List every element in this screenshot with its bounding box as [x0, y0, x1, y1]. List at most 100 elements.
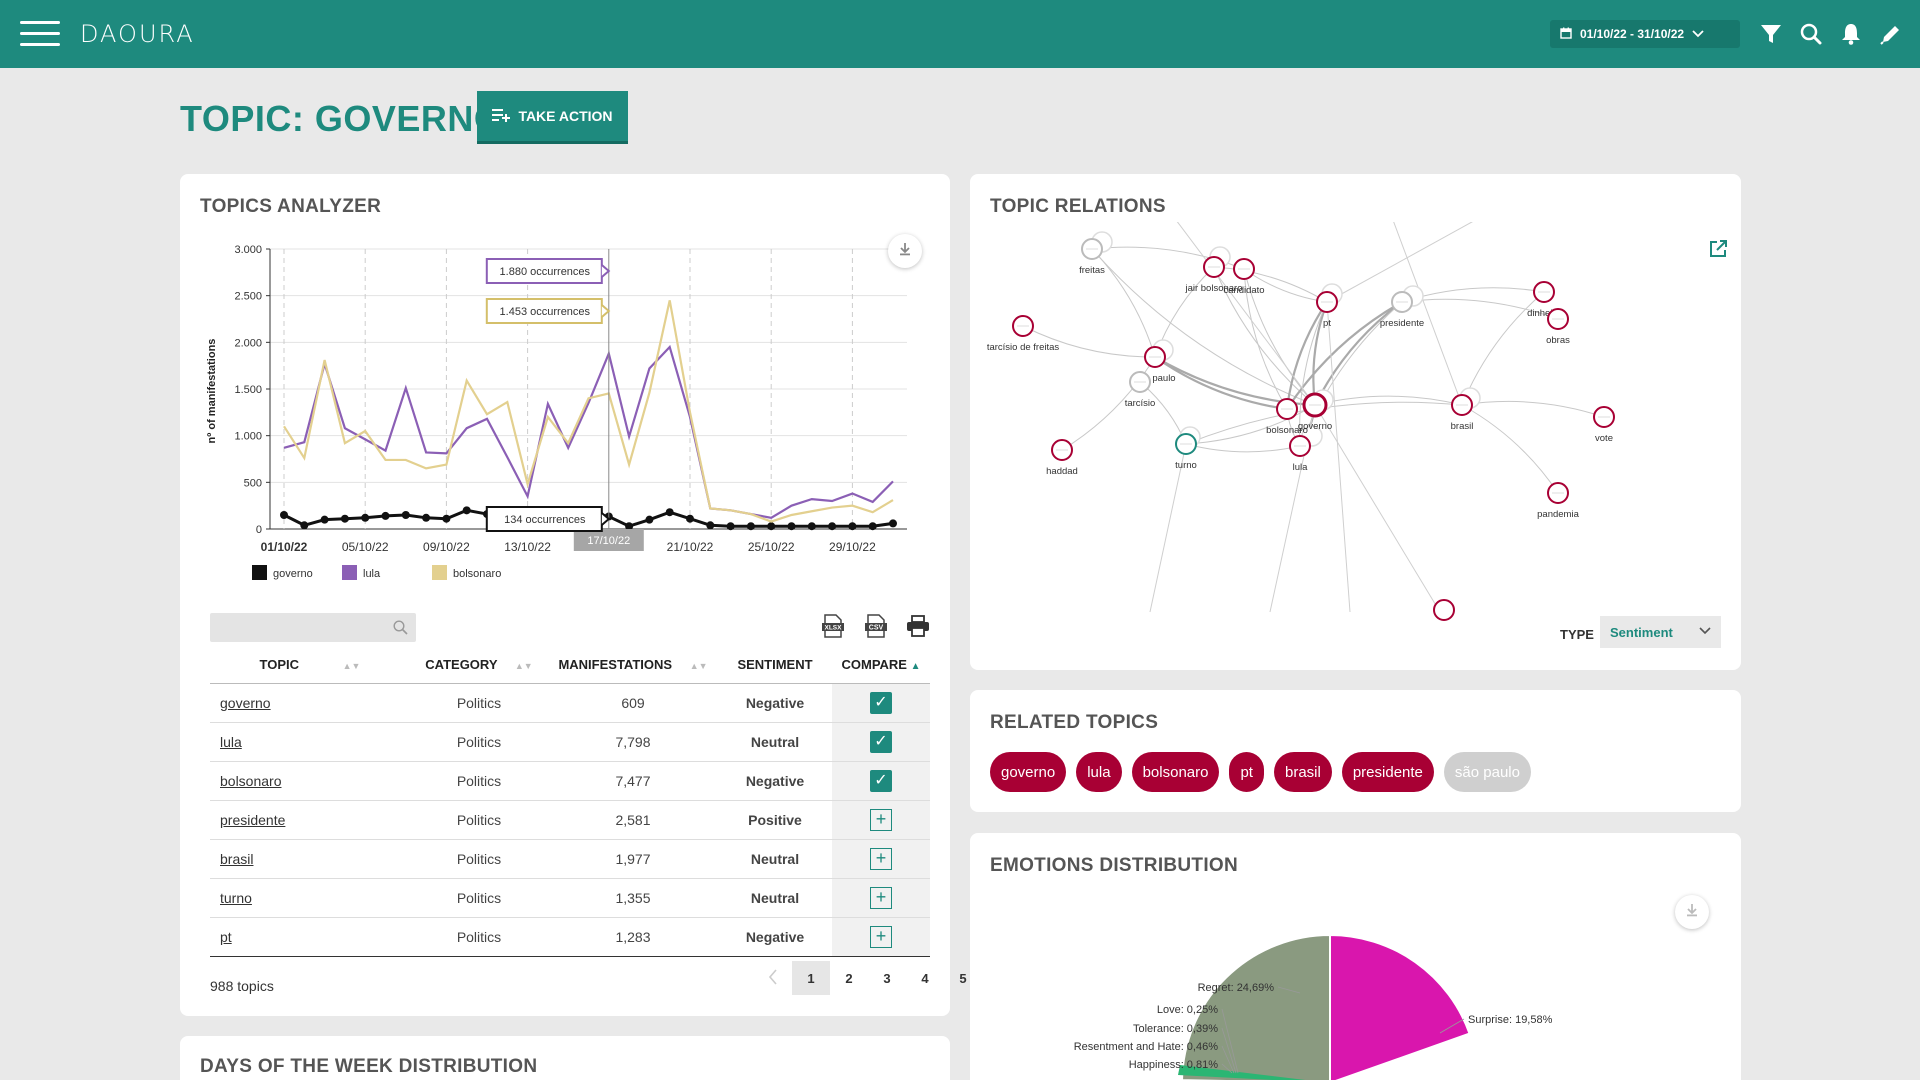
type-select[interactable]: Sentiment [1600, 616, 1721, 648]
column-header-manifestations[interactable]: MANIFESTATIONS ▲▼ [548, 646, 718, 684]
column-header-category[interactable]: CATEGORY ▲▼ [410, 646, 548, 684]
related-topic-chip[interactable]: governo [990, 752, 1067, 792]
sort-icon: ▲▼ [342, 660, 361, 671]
topic-link[interactable]: lula [210, 722, 410, 762]
graph-node-lula[interactable]: lula [1289, 435, 1311, 473]
graph-node-turno[interactable]: turno [1175, 433, 1197, 471]
graph-node-governo[interactable]: governo [1298, 392, 1332, 432]
topic-link[interactable]: turno [210, 878, 410, 918]
topic-link[interactable]: brasil [210, 839, 410, 879]
related-topic-chip[interactable]: lula [1076, 752, 1122, 792]
filter-icon[interactable] [1757, 20, 1785, 48]
x-tick-label: 13/10/22 [504, 540, 551, 554]
graph-node-freitas[interactable]: freitas [1079, 238, 1105, 276]
emotions-download-button[interactable] [1675, 895, 1709, 929]
graph-node-pt[interactable]: pt [1316, 291, 1338, 329]
graph-node-dinheiro[interactable]: dinheiro [1527, 281, 1561, 319]
related-topic-chip[interactable]: pt [1229, 752, 1264, 792]
related-topic-chip[interactable]: são paulo [1443, 752, 1531, 792]
topic-link[interactable]: governo [210, 683, 410, 723]
category-cell: Politics [410, 761, 548, 801]
svg-text:Resentment and Hate: 0,46%: Resentment and Hate: 0,46% [1074, 1041, 1219, 1053]
compare-checkbox-checked[interactable]: ✓ [870, 730, 892, 753]
chevron-left-icon [768, 968, 778, 988]
emotions-title: EMOTIONS DISTRIBUTION [990, 855, 1239, 876]
chart-download-button[interactable] [888, 234, 922, 268]
svg-text:vote: vote [1595, 433, 1613, 444]
page-button[interactable]: 2 [845, 970, 853, 986]
column-header-compare[interactable]: COMPARE ▲ [832, 646, 930, 684]
table-row[interactable]: pt Politics 1,283 Negative + [210, 917, 930, 957]
graph-node-brasil[interactable]: brasil [1451, 394, 1474, 432]
sentiment-cell: Neutral [718, 722, 832, 762]
pie-label: Happiness: 0,81% [1129, 1059, 1233, 1074]
compare-add-button[interactable]: + [870, 925, 892, 948]
pie-slice-regret[interactable] [1181, 933, 1331, 1080]
related-topic-chip[interactable]: bolsonaro [1131, 752, 1220, 792]
graph-node-presidente[interactable]: presidente [1380, 291, 1424, 329]
table-row[interactable]: governo Politics 609 Negative ✓ [210, 683, 930, 723]
data-point-governo [686, 514, 694, 523]
related-topic-chip[interactable]: presidente [1341, 752, 1434, 792]
x-tick-label: 25/10/22 [748, 540, 795, 554]
table-row[interactable]: lula Politics 7,798 Neutral ✓ [210, 722, 930, 762]
graph-node-obras[interactable]: obras [1546, 308, 1570, 346]
related-topic-chip[interactable]: brasil [1273, 752, 1332, 792]
compare-cell: ✓ [832, 683, 930, 723]
page-button[interactable]: 4 [921, 970, 929, 986]
svg-text:tarcísio de freitas: tarcísio de freitas [987, 342, 1060, 353]
pie-slice-small[interactable] [1178, 1065, 1330, 1080]
page-button[interactable]: 3 [883, 970, 891, 986]
graph-node-tarcísio-de-freitas[interactable]: tarcísio de freitas [987, 315, 1060, 353]
table-row[interactable]: presidente Politics 2,581 Positive + [210, 800, 930, 840]
graph-node-pandemia[interactable]: pandemia [1537, 482, 1580, 520]
print-icon[interactable] [906, 615, 930, 642]
search-icon[interactable] [1797, 20, 1825, 48]
compare-add-button[interactable]: + [870, 886, 892, 909]
menu-icon[interactable] [20, 21, 60, 47]
category-cell: Politics [410, 839, 548, 879]
graph-node-haddad[interactable]: haddad [1046, 439, 1078, 477]
graph-node-jair-bolsonaro[interactable]: jair bolsonaro [1184, 256, 1243, 294]
date-range-picker[interactable]: 01/10/22 - 31/10/22 [1550, 20, 1740, 48]
table-row[interactable]: turno Politics 1,355 Neutral + [210, 878, 930, 918]
compare-checkbox-checked[interactable]: ✓ [870, 769, 892, 792]
page-button[interactable]: 1 [792, 961, 830, 995]
svg-text:são paulo: são paulo [1134, 373, 1175, 384]
svg-text:Tolerance: 0,39%: Tolerance: 0,39% [1133, 1023, 1218, 1035]
page-button[interactable]: 5 [959, 970, 967, 986]
xlsx-icon[interactable]: XLSX [821, 614, 845, 643]
external-link-icon[interactable] [1708, 239, 1728, 264]
compare-checkbox-checked[interactable]: ✓ [870, 691, 892, 714]
pie-label: Regret: 24,69% [1198, 982, 1301, 994]
prev-page-button[interactable] [754, 961, 792, 995]
graph-node[interactable] [1433, 599, 1455, 621]
graph-node-vote[interactable]: vote [1593, 406, 1615, 444]
graph-node-candidato[interactable]: candidato [1223, 258, 1265, 296]
table-row[interactable]: bolsonaro Politics 7,477 Negative ✓ [210, 761, 930, 801]
bell-icon[interactable] [1837, 20, 1865, 48]
topic-search-input[interactable] [210, 613, 416, 642]
topic-link[interactable]: pt [210, 917, 410, 957]
graph-node-bolsonaro[interactable]: bolsonaro [1266, 398, 1308, 436]
topic-link[interactable]: presidente [210, 800, 410, 840]
column-header-topic[interactable]: TOPIC ▲▼ [210, 646, 410, 684]
topic-search-field[interactable] [210, 613, 380, 642]
compare-add-button[interactable]: + [870, 847, 892, 870]
compare-add-button[interactable]: + [870, 808, 892, 831]
csv-icon[interactable]: CSV [864, 614, 888, 643]
topic-link[interactable]: bolsonaro [210, 761, 410, 801]
graph-edge [1299, 301, 1328, 447]
pencil-icon[interactable] [1877, 20, 1905, 48]
legend-item-governo[interactable]: governo [252, 565, 313, 580]
pie-slice-surprise[interactable] [1329, 933, 1471, 1080]
legend-item-bolsonaro[interactable]: bolsonaro [432, 565, 501, 580]
table-row[interactable]: brasil Politics 1,977 Neutral + [210, 839, 930, 879]
column-header-sentiment[interactable]: SENTIMENT [718, 646, 832, 684]
take-action-button[interactable]: TAKE ACTION [477, 91, 628, 144]
compare-cell: ✓ [832, 722, 930, 762]
graph-node-tarcísio[interactable]: tarcísio [1125, 371, 1156, 409]
graph-node-são-paulo[interactable]: são paulo [1134, 346, 1176, 384]
legend-item-lula[interactable]: lula [342, 565, 381, 580]
